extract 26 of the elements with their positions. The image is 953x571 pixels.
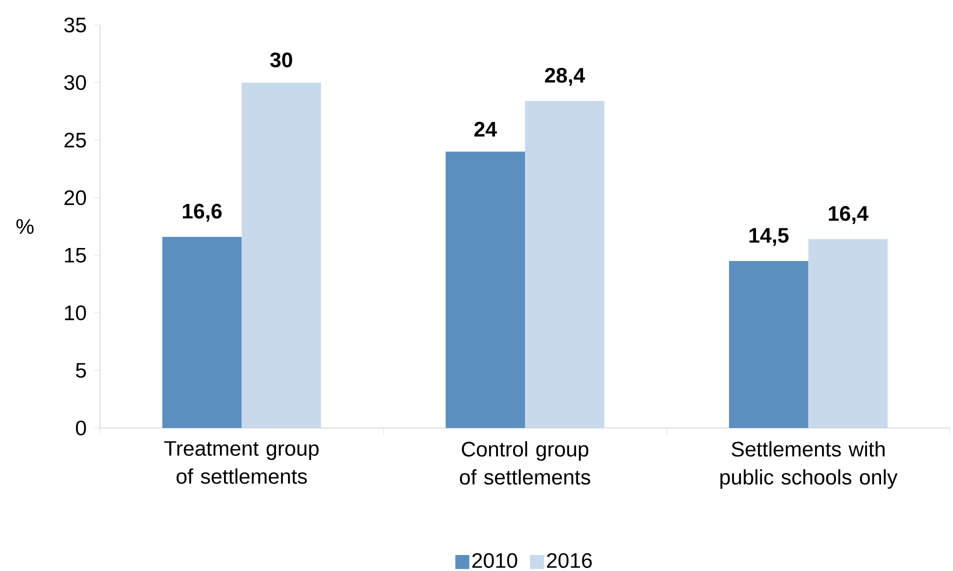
bar: [729, 261, 808, 428]
y-axis-title: %: [16, 219, 34, 234]
x-tick-label: Settlements with public schools only: [720, 441, 898, 489]
bar: [446, 152, 526, 428]
legend-label: 2016: [547, 553, 592, 568]
y-tick-label: 30: [64, 75, 86, 90]
data-label: 30: [270, 52, 292, 68]
y-tick-label: 35: [64, 18, 86, 32]
y-tick-label: 15: [65, 248, 86, 263]
data-label: 16,6: [182, 204, 222, 222]
data-label: 14,5: [750, 228, 789, 246]
data-label: 28,4: [544, 68, 585, 86]
y-tick-label: 20: [64, 190, 86, 206]
bar: [162, 236, 242, 428]
bar: [242, 82, 322, 428]
y-tick-label: 0: [76, 420, 86, 436]
x-tick-label: Treatment group of settlements: [164, 441, 319, 484]
y-tick-label: 10: [65, 305, 86, 320]
bar: [808, 239, 888, 428]
data-label: 16,4: [828, 206, 868, 224]
y-tick-label: 5: [76, 363, 86, 378]
y-tick-label: 25: [64, 132, 86, 148]
bar: [525, 100, 604, 428]
x-tick-label: Control group of settlements: [460, 441, 590, 485]
data-label: 24: [474, 122, 497, 136]
legend-label: 2010: [472, 553, 518, 568]
